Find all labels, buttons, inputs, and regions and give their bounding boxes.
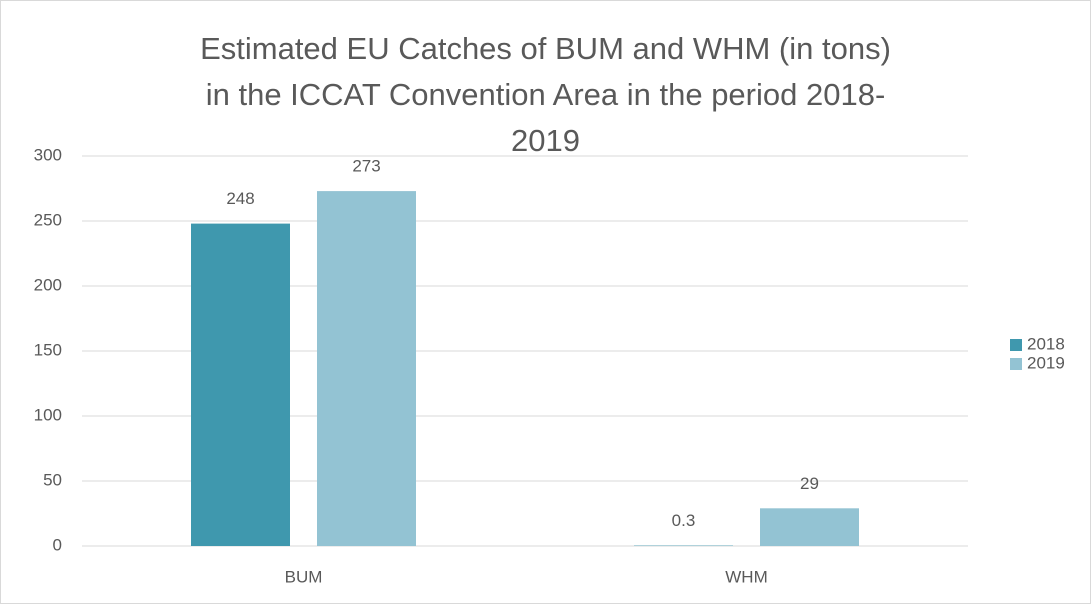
y-tick-label: 300 bbox=[34, 145, 62, 164]
bar bbox=[760, 508, 859, 546]
data-label: 0.3 bbox=[672, 511, 696, 530]
data-label: 29 bbox=[800, 474, 819, 493]
y-tick-label: 200 bbox=[34, 275, 62, 294]
y-tick-label: 150 bbox=[34, 340, 62, 359]
y-tick-label: 100 bbox=[34, 405, 62, 424]
y-tick-label: 250 bbox=[34, 210, 62, 229]
x-tick-label: WHM bbox=[725, 567, 767, 586]
y-tick-label: 0 bbox=[53, 535, 62, 554]
bar bbox=[191, 223, 290, 546]
legend-label: 2019 bbox=[1027, 353, 1065, 372]
data-label: 273 bbox=[352, 157, 380, 176]
legend-swatch bbox=[1010, 339, 1022, 351]
chart-title: Estimated EU Catches of BUM and WHM (in … bbox=[200, 31, 891, 158]
legend-label: 2018 bbox=[1027, 334, 1065, 353]
y-tick-label: 50 bbox=[43, 470, 62, 489]
data-label: 248 bbox=[226, 189, 254, 208]
bar bbox=[317, 191, 416, 546]
x-tick-label: BUM bbox=[285, 567, 323, 586]
legend-swatch bbox=[1010, 358, 1022, 370]
